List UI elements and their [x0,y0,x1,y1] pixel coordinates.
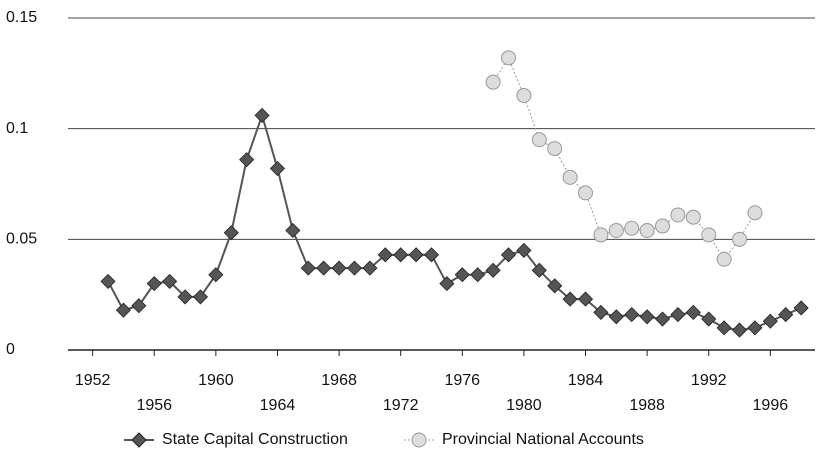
marker [670,307,686,323]
marker [454,267,470,283]
marker [516,87,532,103]
marker [300,260,316,276]
marker [624,307,640,323]
marker [285,222,301,239]
marker [716,251,732,267]
marker [685,209,701,225]
y-tick-label: 0.1 [6,120,28,137]
marker [131,298,147,314]
marker [578,185,594,201]
marker [423,247,440,263]
marker [778,307,794,323]
marker [223,225,239,241]
x-tick-label: 1984 [568,372,604,389]
marker [608,222,624,238]
marker [470,267,486,283]
marker [500,247,517,263]
marker [624,220,640,236]
series-line [107,112,802,332]
marker [269,160,286,177]
marker [115,302,132,318]
marker [547,141,563,157]
marker [747,320,763,336]
marker [562,291,578,307]
x-tick-label: 1972 [383,397,419,414]
marker [100,273,116,289]
marker [408,247,424,263]
marker [516,242,532,258]
x-tick-label: 1960 [198,372,234,389]
x-tick-label: 1956 [136,397,172,414]
marker [639,222,655,238]
y-tick-label: 0.05 [6,231,37,248]
marker [685,304,701,320]
marker [192,289,209,305]
marker [593,304,609,320]
x-tick-label: 1976 [444,372,480,389]
y-tick-label: 0.15 [6,9,37,26]
marker [346,260,363,276]
marker [485,262,501,278]
marker [639,309,655,325]
x-tick-label: 1988 [629,397,665,414]
marker [747,205,763,221]
legend-marker [411,432,427,448]
x-tick-label: 1968 [321,372,357,389]
x-tick-label: 1996 [753,397,789,414]
marker [701,311,717,327]
marker [716,320,732,336]
marker [377,247,393,263]
x-tick-label: 1952 [75,372,111,389]
marker [762,313,778,329]
marker [562,169,578,185]
marker [732,231,748,247]
x-tick-label: 1992 [691,372,727,389]
marker [531,132,547,148]
marker [547,278,563,294]
marker [531,262,547,278]
marker [577,291,594,307]
y-tick-label: 0 [6,341,15,358]
marker [177,289,193,305]
marker [162,273,178,289]
marker [654,311,671,327]
marker [254,107,270,123]
marker [146,276,162,292]
x-tick-label: 1964 [260,397,296,414]
marker [731,322,748,338]
marker [608,309,624,325]
marker [208,267,224,283]
marker [655,218,671,234]
legend-marker [131,432,147,448]
marker [393,247,409,263]
marker [500,50,516,66]
marker [670,207,686,223]
legend-label: State Capital Construction [162,431,348,448]
marker [239,152,255,168]
marker [593,227,609,243]
marker [331,260,347,276]
marker [316,260,332,276]
marker [439,276,455,292]
marker [701,227,717,243]
marker [485,74,501,90]
marker [793,300,809,316]
x-tick-label: 1980 [506,397,542,414]
series-line [492,56,756,261]
marker [362,260,378,276]
legend-label: Provincial National Accounts [442,431,644,448]
